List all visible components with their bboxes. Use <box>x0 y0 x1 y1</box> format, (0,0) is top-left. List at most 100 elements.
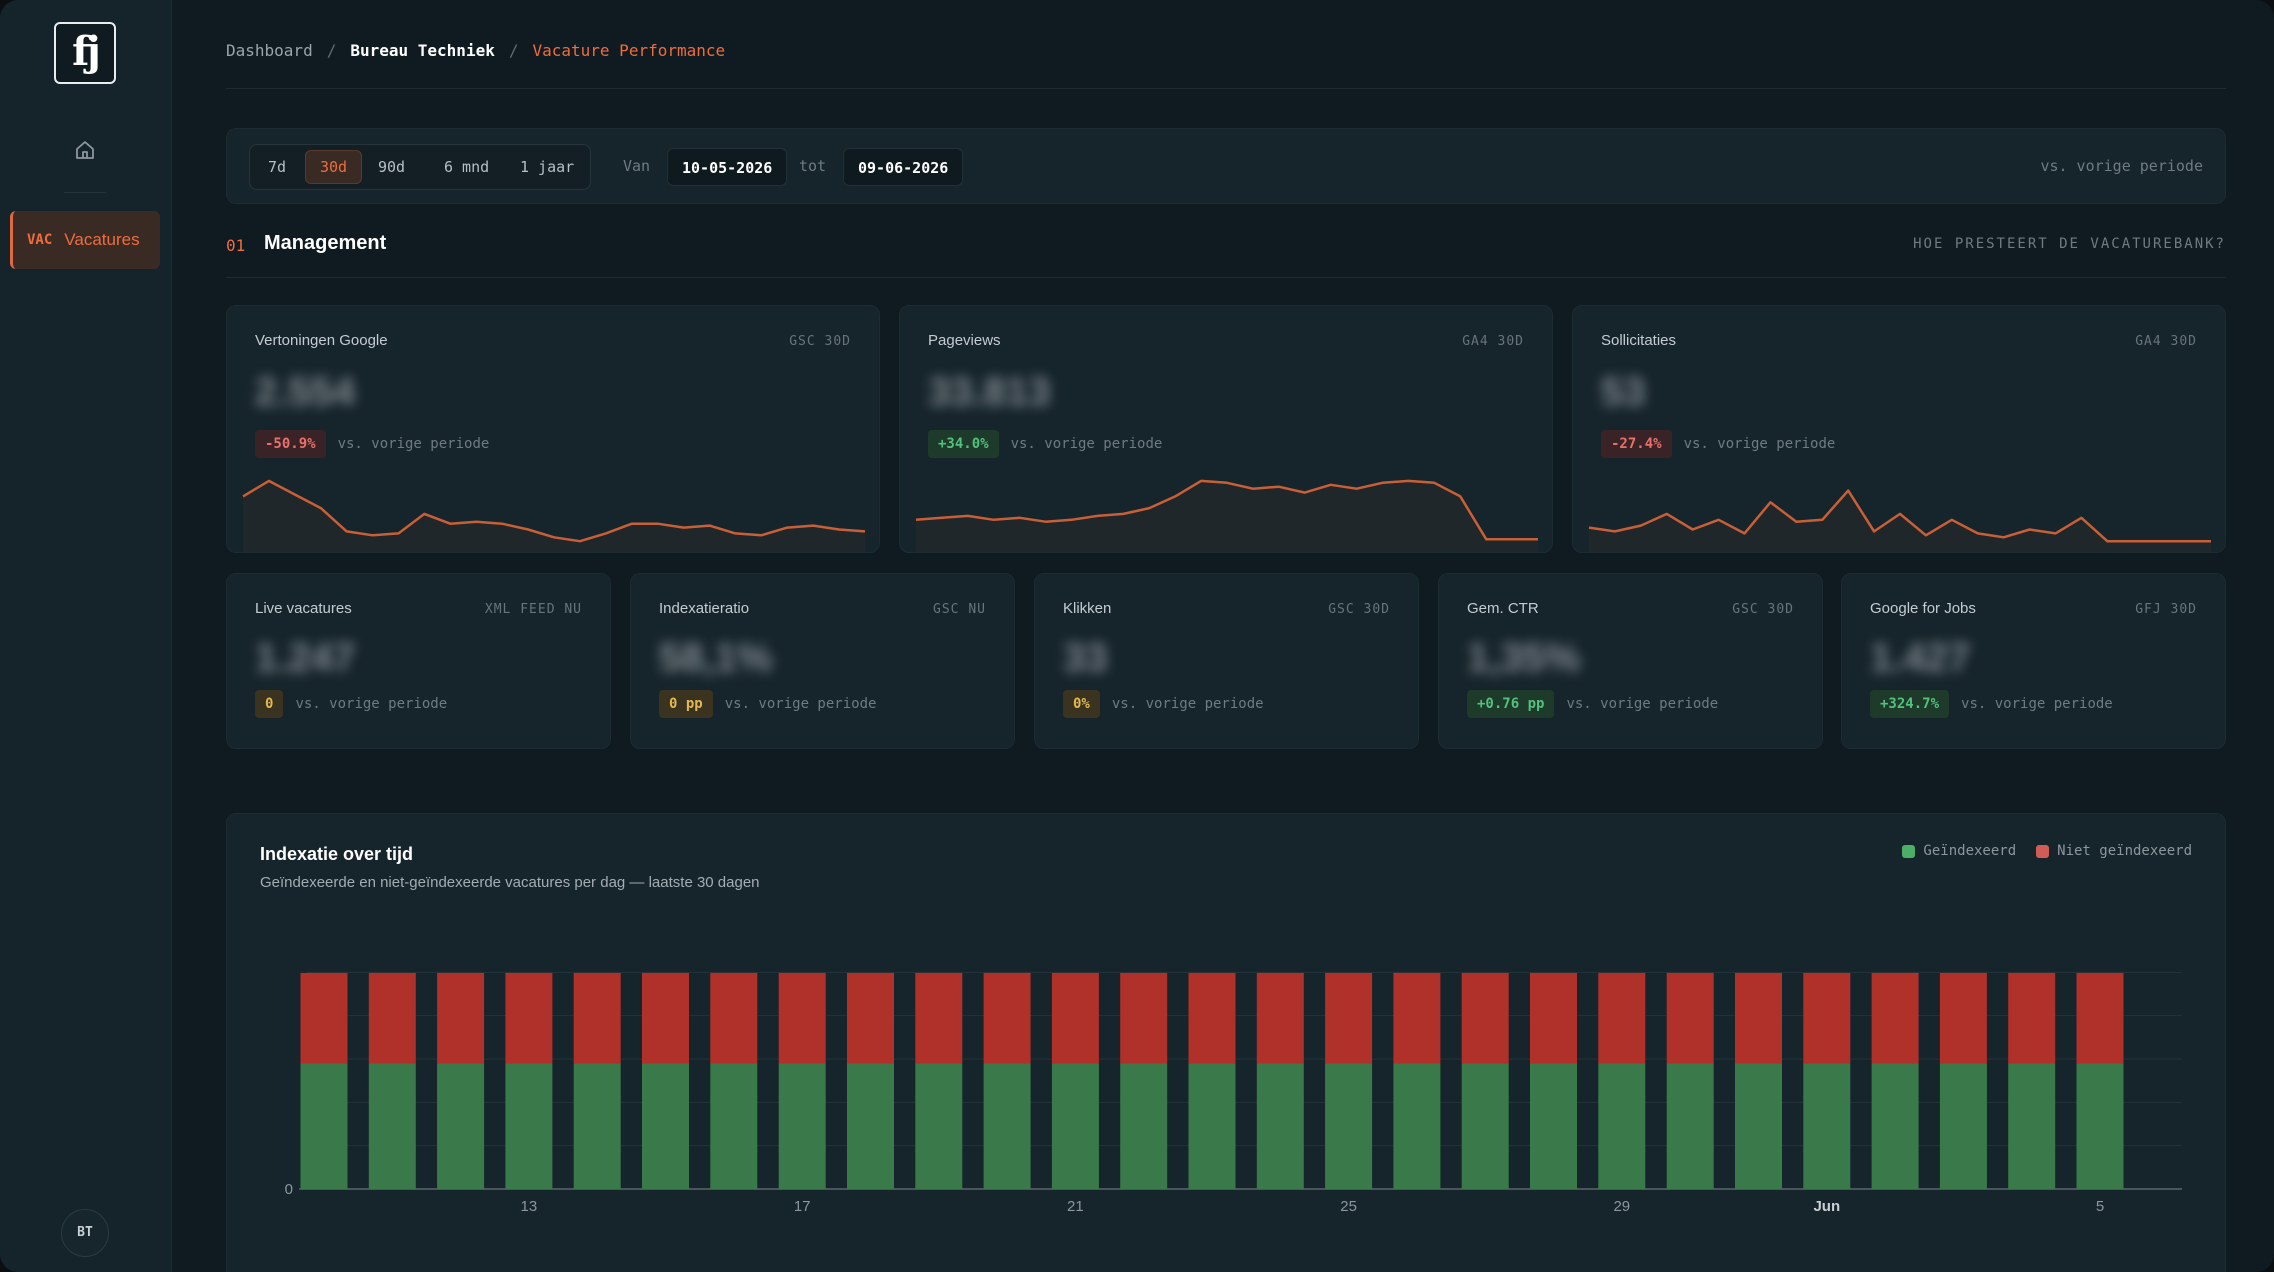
kpi-vs-label: vs. vorige periode <box>295 696 448 712</box>
bar-geindexeerd[interactable] <box>1803 1063 1851 1190</box>
bar-geindexeerd[interactable] <box>300 1063 348 1190</box>
from-label: Van <box>623 157 651 175</box>
bar-geindexeerd[interactable] <box>1051 1063 1099 1190</box>
bar-niet-geindexeerd[interactable] <box>847 972 894 1064</box>
kpi-title: Live vacatures <box>255 600 352 617</box>
from-date-input[interactable]: 10-05-2026 <box>667 148 788 186</box>
kpi-card-sollicitaties[interactable]: Sollicitaties GA4 30D 53 -27.4% vs. vori… <box>1572 305 2226 553</box>
sparkline-vertoningen <box>242 479 866 552</box>
breadcrumb-client[interactable]: Bureau Techniek <box>350 40 495 60</box>
nav-tag: VAC <box>27 232 53 248</box>
kpi-card-google-for-jobs[interactable]: Google for Jobs GFJ 30D 1.427 +324.7% vs… <box>1841 573 2226 749</box>
bar-niet-geindexeerd[interactable] <box>1666 972 1714 1064</box>
bar-geindexeerd[interactable] <box>1120 1063 1168 1190</box>
kpi-value: 2.554 <box>255 370 356 414</box>
bar-geindexeerd[interactable] <box>1735 1063 1782 1190</box>
to-date-input[interactable]: 09-06-2026 <box>843 148 964 186</box>
y-tick-label: 0 <box>285 1181 293 1198</box>
bar-niet-geindexeerd[interactable] <box>983 972 1031 1064</box>
kpi-vs-label: vs. vorige periode <box>1683 436 1836 452</box>
bar-geindexeerd[interactable] <box>1530 1063 1577 1190</box>
bar-niet-geindexeerd[interactable] <box>300 972 348 1064</box>
bar-geindexeerd[interactable] <box>2008 1063 2056 1190</box>
bar-geindexeerd[interactable] <box>2076 1063 2124 1190</box>
kpi-vs-label: vs. vorige periode <box>1566 696 1719 712</box>
section-question: HOE PRESTEERT DE VACATUREBANK? <box>1913 236 2226 252</box>
kpi-delta-row: +0.76 pp vs. vorige periode <box>1467 690 1718 718</box>
bar-niet-geindexeerd[interactable] <box>573 972 621 1064</box>
kpi-card-live-vacatures[interactable]: Live vacatures XML FEED NU 1.247 0 vs. v… <box>226 573 611 749</box>
kpi-card-gem-ctr[interactable]: Gem. CTR GSC 30D 1,35% +0.76 pp vs. vori… <box>1438 573 1823 749</box>
bar-niet-geindexeerd[interactable] <box>1325 972 1373 1064</box>
bar-niet-geindexeerd[interactable] <box>1530 972 1577 1064</box>
app-logo[interactable]: fj <box>54 22 116 84</box>
range-1jaar-button[interactable]: 1 jaar <box>520 158 575 176</box>
range-6mnd-button[interactable]: 6 mnd <box>444 158 490 176</box>
kpi-delta-badge: 0 pp <box>659 690 713 718</box>
bar-niet-geindexeerd[interactable] <box>1188 972 1236 1064</box>
bar-geindexeerd[interactable] <box>1666 1063 1714 1190</box>
range-30d-button[interactable]: 30d <box>305 150 363 184</box>
bar-geindexeerd[interactable] <box>915 1063 963 1190</box>
kpi-card-klikken[interactable]: Klikken GSC 30D 33 0% vs. vorige periode <box>1034 573 1419 749</box>
bar-geindexeerd[interactable] <box>642 1063 689 1190</box>
x-tick-label: Jun <box>1813 1198 1840 1215</box>
kpi-card-pageviews[interactable]: Pageviews GA4 30D 33.813 +34.0% vs. vori… <box>899 305 1553 553</box>
kpi-card-vertoningen[interactable]: Vertoningen Google GSC 30D 2.554 -50.9% … <box>226 305 880 553</box>
kpi-delta-badge: +34.0% <box>928 430 999 458</box>
bar-niet-geindexeerd[interactable] <box>368 972 416 1064</box>
bar-niet-geindexeerd[interactable] <box>2076 972 2124 1064</box>
bar-niet-geindexeerd[interactable] <box>710 972 758 1064</box>
bar-niet-geindexeerd[interactable] <box>778 972 826 1064</box>
bar-geindexeerd[interactable] <box>1598 1063 1646 1190</box>
bar-niet-geindexeerd[interactable] <box>1803 972 1851 1064</box>
kpi-card-indexatieratio[interactable]: Indexatieratio GSC NU 58,1% 0 pp vs. vor… <box>630 573 1015 749</box>
bar-geindexeerd[interactable] <box>1325 1063 1373 1190</box>
bar-niet-geindexeerd[interactable] <box>1598 972 1646 1064</box>
bar-geindexeerd[interactable] <box>505 1063 553 1190</box>
bar-geindexeerd[interactable] <box>1256 1063 1304 1190</box>
avatar[interactable]: BT <box>61 1209 109 1257</box>
bar-niet-geindexeerd[interactable] <box>1939 972 1987 1064</box>
bar-niet-geindexeerd[interactable] <box>2008 972 2056 1064</box>
sidebar-item-vacatures[interactable]: VAC Vacatures <box>10 211 160 269</box>
range-7d-button[interactable]: 7d <box>268 158 287 176</box>
home-icon[interactable] <box>73 138 97 162</box>
bar-niet-geindexeerd[interactable] <box>1871 972 1919 1064</box>
bar-geindexeerd[interactable] <box>573 1063 621 1190</box>
bar-geindexeerd[interactable] <box>1461 1063 1509 1190</box>
bar-niet-geindexeerd[interactable] <box>915 972 963 1064</box>
bar-geindexeerd[interactable] <box>847 1063 894 1190</box>
bar-niet-geindexeerd[interactable] <box>1461 972 1509 1064</box>
compare-label[interactable]: vs. vorige periode <box>2040 157 2203 175</box>
sparkline-sollicitaties <box>1588 489 2211 552</box>
section-divider <box>226 277 2226 278</box>
bar-geindexeerd[interactable] <box>1939 1063 1987 1190</box>
bar-geindexeerd[interactable] <box>778 1063 826 1190</box>
bar-geindexeerd[interactable] <box>983 1063 1031 1190</box>
main-content: Dashboard / Bureau Techniek / Vacature P… <box>226 0 2226 1272</box>
bar-niet-geindexeerd[interactable] <box>437 972 485 1064</box>
bar-niet-geindexeerd[interactable] <box>1735 972 1782 1064</box>
bar-niet-geindexeerd[interactable] <box>1120 972 1168 1064</box>
bar-geindexeerd[interactable] <box>437 1063 485 1190</box>
legend-item-niet-geindexeerd[interactable]: Niet geïndexeerd <box>2036 843 2192 859</box>
bar-niet-geindexeerd[interactable] <box>1256 972 1304 1064</box>
bar-geindexeerd[interactable] <box>368 1063 416 1190</box>
kpi-value: 1.247 <box>255 636 356 680</box>
bar-geindexeerd[interactable] <box>1871 1063 1919 1190</box>
legend-item-geindexeerd[interactable]: Geïndexeerd <box>1902 843 2016 859</box>
bar-geindexeerd[interactable] <box>1188 1063 1236 1190</box>
bar-niet-geindexeerd[interactable] <box>505 972 553 1064</box>
breadcrumb-dashboard[interactable]: Dashboard <box>226 40 313 60</box>
bar-niet-geindexeerd[interactable] <box>642 972 689 1064</box>
bar-niet-geindexeerd[interactable] <box>1393 972 1441 1064</box>
bar-geindexeerd[interactable] <box>1393 1063 1441 1190</box>
bar-geindexeerd[interactable] <box>710 1063 758 1190</box>
legend-swatch <box>2036 844 2050 858</box>
kpi-delta-badge: +324.7% <box>1870 690 1950 718</box>
kpi-title: Vertoningen Google <box>255 332 388 349</box>
bar-niet-geindexeerd[interactable] <box>1051 972 1099 1064</box>
sparkline-area <box>243 480 865 552</box>
range-90d-button[interactable]: 90d <box>378 158 406 176</box>
